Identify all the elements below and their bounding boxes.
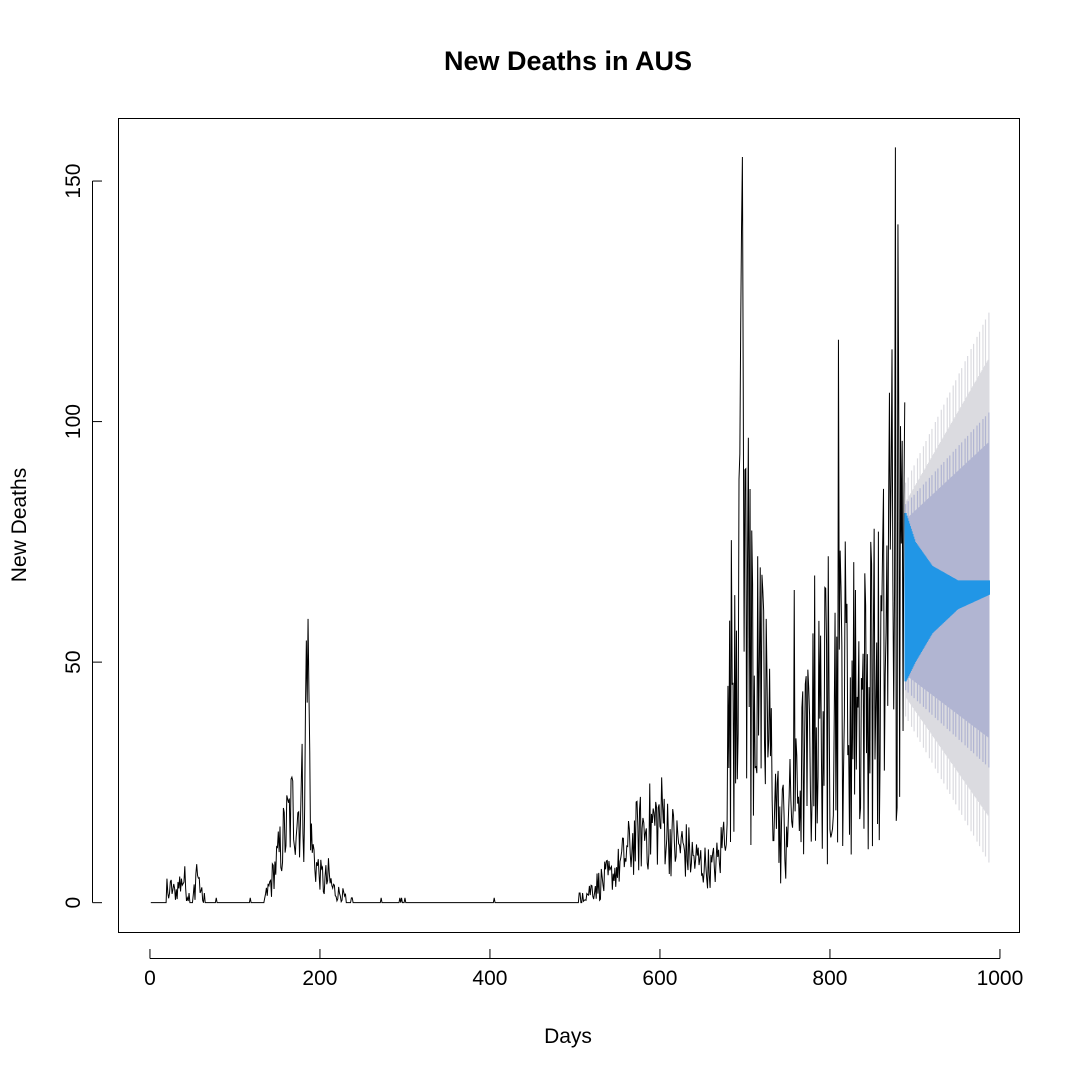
- y-tick-label: 100: [62, 404, 85, 439]
- x-tick-label: 1000: [977, 967, 1024, 990]
- chart-title: New Deaths in AUS: [444, 46, 692, 76]
- y-tick-label: 0: [62, 897, 85, 909]
- y-tick-label: 150: [62, 164, 85, 199]
- x-tick-label: 600: [642, 967, 677, 990]
- observed-series-line: [150, 147, 906, 904]
- x-tick-label: 200: [302, 967, 337, 990]
- x-tick-label: 800: [812, 967, 847, 990]
- y-axis-label: New Deaths: [8, 468, 31, 582]
- x-tick-label: 0: [144, 967, 156, 990]
- plot-frame: [118, 118, 1020, 933]
- x-axis-label: Days: [544, 1025, 592, 1048]
- y-tick-label: 50: [62, 650, 85, 673]
- x-axis: 0 200 400 600 800 1000: [144, 949, 1023, 990]
- forecast-mean-line: [904, 512, 990, 682]
- y-axis: 0 50 100 150: [62, 164, 102, 909]
- plot-area: [150, 147, 990, 904]
- x-tick-label: 400: [472, 967, 507, 990]
- axes: 0 200 400 600 800 1000 0 50 100 150: [62, 164, 1023, 990]
